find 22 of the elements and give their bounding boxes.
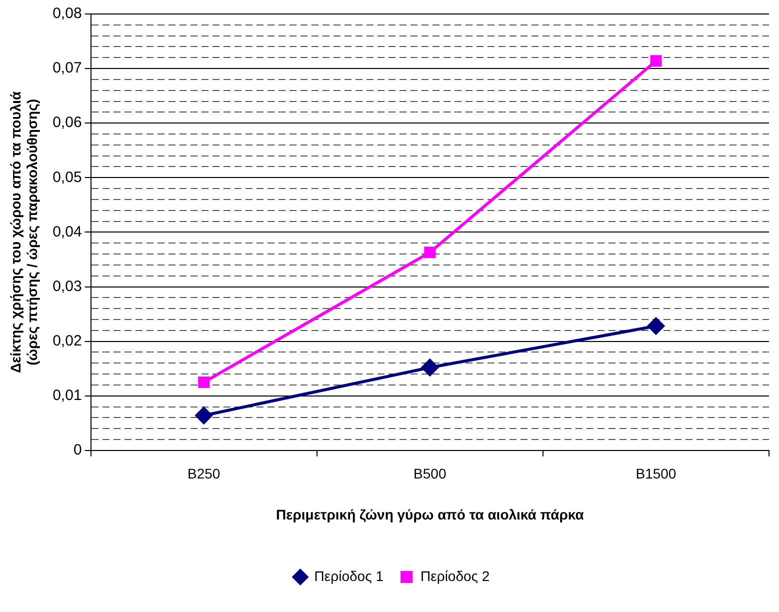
y-tick-label: 0,07 [52, 60, 82, 77]
legend-label: Περίοδος 1 [314, 568, 384, 584]
point [421, 358, 438, 376]
point [647, 318, 664, 335]
y-tick-label: 0,01 [52, 386, 82, 404]
y-tick-label: 0 [73, 442, 82, 459]
y-tick-label: 0,08 [52, 5, 82, 22]
legend-label: Περίοδος 2 [420, 568, 490, 584]
y-tick-label: 0,03 [52, 278, 82, 295]
point [198, 376, 210, 388]
y-tick-label: 0,04 [52, 223, 82, 240]
x-tick-label: B500 [414, 466, 446, 482]
point [650, 55, 662, 67]
x-axis-title: Περιμετρική ζώνη γύρω από τα αιολικά πάρκα [276, 506, 584, 522]
y-axis-title: Δείκτης χρήσης του χώρου από τα πουλιά (ώρες πτήσης / ώρες παρακολούθησης) [7, 90, 40, 374]
y-tick-label: 0,05 [52, 168, 82, 186]
y-tick-label: 0,02 [52, 332, 82, 350]
point [195, 406, 212, 424]
x-tick-label: B1500 [636, 466, 676, 482]
point [424, 246, 436, 258]
x-tick-label: B250 [187, 466, 220, 482]
y-tick-label: 0,06 [52, 114, 82, 132]
